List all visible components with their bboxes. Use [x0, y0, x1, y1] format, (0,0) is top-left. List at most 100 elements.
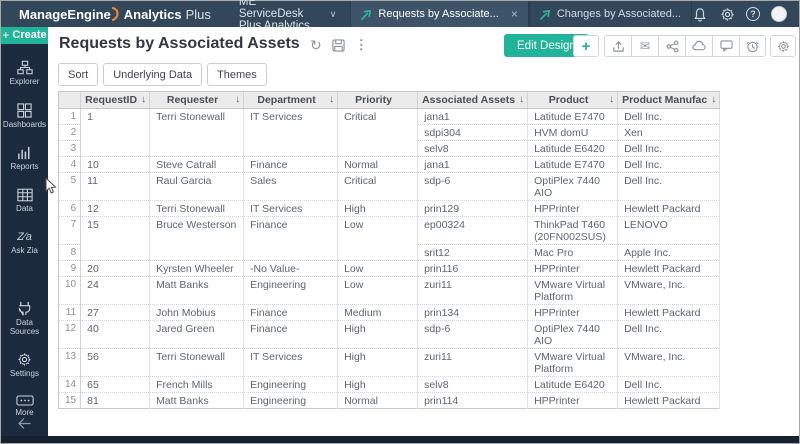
add-button[interactable]: + [573, 35, 599, 57]
tab-requests-by-associated[interactable]: Requests by Associate... × [350, 1, 529, 27]
table-cell[interactable]: ep00324 [417, 216, 529, 245]
table-cell[interactable]: VMware, Inc. [617, 348, 721, 377]
table-cell[interactable]: LENOVO [617, 216, 721, 245]
table-cell[interactable]: IT Services [243, 348, 339, 377]
table-cell[interactable]: Mac Pro [527, 244, 619, 261]
table-cell[interactable]: Terri Stonewall [149, 348, 245, 377]
workspace-selector[interactable]: ME ServiceDesk Plus Analytics ∨ [225, 0, 351, 32]
table-cell[interactable]: Engineering [243, 276, 339, 305]
sort-desc-icon[interactable]: ↓ [711, 94, 717, 105]
table-cell[interactable]: Hewlett Packard [617, 200, 721, 217]
table-cell[interactable]: OptiPlex 7440 AIO [527, 172, 619, 201]
sidebar-item-more[interactable]: More [1, 395, 48, 418]
table-cell[interactable]: Critical [337, 172, 419, 201]
sort-desc-icon[interactable]: ↓ [235, 94, 241, 105]
table-cell[interactable]: Finance [243, 304, 339, 321]
tab-changes-by-associated[interactable]: Changes by Associated... [528, 1, 692, 27]
user-avatar[interactable] [771, 6, 787, 22]
table-cell[interactable]: selv8 [417, 140, 529, 157]
table-cell[interactable]: VMware, Inc. [617, 276, 721, 305]
table-cell[interactable]: Dell Inc. [617, 156, 721, 173]
table-cell[interactable]: Normal [337, 156, 419, 173]
edit-design-button[interactable]: Edit Design [504, 34, 589, 57]
sidebar-item-settings[interactable]: Settings [1, 352, 48, 379]
table-cell[interactable]: Hewlett Packard [617, 260, 721, 277]
table-cell[interactable]: Matt Banks [149, 276, 245, 305]
table-cell[interactable]: prin114 [417, 392, 529, 409]
save-icon[interactable] [332, 38, 345, 52]
sidebar-item-ask-zia[interactable]: Z⁄a Ask Zia [1, 230, 48, 256]
table-cell[interactable]: High [337, 348, 419, 377]
alert-clock-icon[interactable] [739, 35, 766, 57]
table-cell[interactable]: prin129 [417, 200, 529, 217]
table-cell[interactable]: VMware Virtual Platform [527, 348, 619, 377]
table-cell[interactable]: Finance [243, 216, 339, 261]
table-cell[interactable]: 65 [80, 376, 151, 393]
table-cell[interactable]: prin134 [417, 304, 529, 321]
sort-desc-icon[interactable]: ↓ [519, 94, 525, 105]
column-header[interactable]: Product ↓ [527, 91, 619, 109]
table-cell[interactable]: Dell Inc. [617, 140, 721, 157]
table-cell[interactable]: 10 [80, 156, 151, 173]
table-cell[interactable]: selv8 [417, 376, 529, 393]
table-cell[interactable]: HPPrinter [527, 260, 619, 277]
table-cell[interactable]: Critical [337, 108, 419, 157]
table-cell[interactable]: zuri11 [417, 276, 529, 305]
table-cell[interactable]: sdpi304 [417, 124, 529, 141]
table-cell[interactable]: jana1 [417, 156, 529, 173]
table-cell[interactable]: Dell Inc. [617, 376, 721, 393]
table-cell[interactable]: Medium [337, 304, 419, 321]
table-cell[interactable]: jana1 [417, 108, 529, 125]
table-cell[interactable]: 56 [80, 348, 151, 377]
close-icon[interactable]: × [510, 7, 518, 21]
table-cell[interactable]: 27 [80, 304, 151, 321]
table-cell[interactable]: Hewlett Packard [617, 392, 721, 409]
table-cell[interactable]: Terri Stonewall [149, 200, 245, 217]
sidebar-item-data-sources[interactable]: Data Sources [1, 300, 48, 337]
themes-button[interactable]: Themes [207, 63, 267, 86]
share-icon[interactable] [658, 35, 685, 57]
table-cell[interactable]: 20 [80, 260, 151, 277]
column-header[interactable]: Product Manufac ↓ [617, 91, 721, 109]
sort-desc-icon[interactable]: ↓ [329, 94, 335, 105]
table-cell[interactable]: Raul Garcia [149, 172, 245, 201]
table-cell[interactable]: IT Services [243, 108, 339, 157]
table-cell[interactable]: Terri Stonewall [149, 108, 245, 157]
table-cell[interactable]: 12 [80, 200, 151, 217]
table-cell[interactable]: OptiPlex 7440 AIO [527, 320, 619, 349]
table-cell[interactable]: Latitude E6420 [527, 140, 619, 157]
sidebar-item-dashboards[interactable]: Dashboards [1, 103, 48, 130]
table-cell[interactable]: Low [337, 216, 419, 261]
column-header[interactable]: RequestID ↓ [80, 91, 151, 109]
refresh-icon[interactable]: ↻ [310, 37, 322, 53]
table-cell[interactable]: zuri11 [417, 348, 529, 377]
table-cell[interactable]: VMware Virtual Platform [527, 276, 619, 305]
table-cell[interactable]: HPPrinter [527, 392, 619, 409]
table-cell[interactable]: Sales [243, 172, 339, 201]
table-cell[interactable]: Apple Inc. [617, 244, 721, 261]
create-button[interactable]: + Create [1, 27, 48, 44]
table-cell[interactable]: Normal [337, 392, 419, 409]
table-cell[interactable]: High [337, 320, 419, 349]
sort-desc-icon[interactable]: ↓ [609, 94, 615, 105]
table-cell[interactable]: HPPrinter [527, 304, 619, 321]
table-cell[interactable]: 1 [80, 108, 151, 157]
table-cell[interactable]: Low [337, 260, 419, 277]
sidebar-item-data[interactable]: Data [1, 188, 48, 214]
table-cell[interactable]: High [337, 200, 419, 217]
table-cell[interactable]: French Mills [149, 376, 245, 393]
table-cell[interactable]: 24 [80, 276, 151, 305]
sidebar-item-explorer[interactable]: Explorer [1, 60, 48, 87]
export-icon[interactable] [604, 35, 631, 57]
table-cell[interactable]: HVM domU [527, 124, 619, 141]
table-cell[interactable]: Xen [617, 124, 721, 141]
table-cell[interactable]: Hewlett Packard [617, 304, 721, 321]
table-cell[interactable]: John Mobius [149, 304, 245, 321]
table-cell[interactable]: Jared Green [149, 320, 245, 349]
table-cell[interactable]: ThinkPad T460 (20FN002SUS) [527, 216, 619, 245]
email-icon[interactable]: ✉ [631, 35, 658, 57]
table-cell[interactable]: sdp-6 [417, 320, 529, 349]
column-header[interactable]: Priority [337, 91, 419, 109]
table-cell[interactable]: High [337, 376, 419, 393]
view-settings-gear-icon[interactable] [770, 35, 796, 57]
